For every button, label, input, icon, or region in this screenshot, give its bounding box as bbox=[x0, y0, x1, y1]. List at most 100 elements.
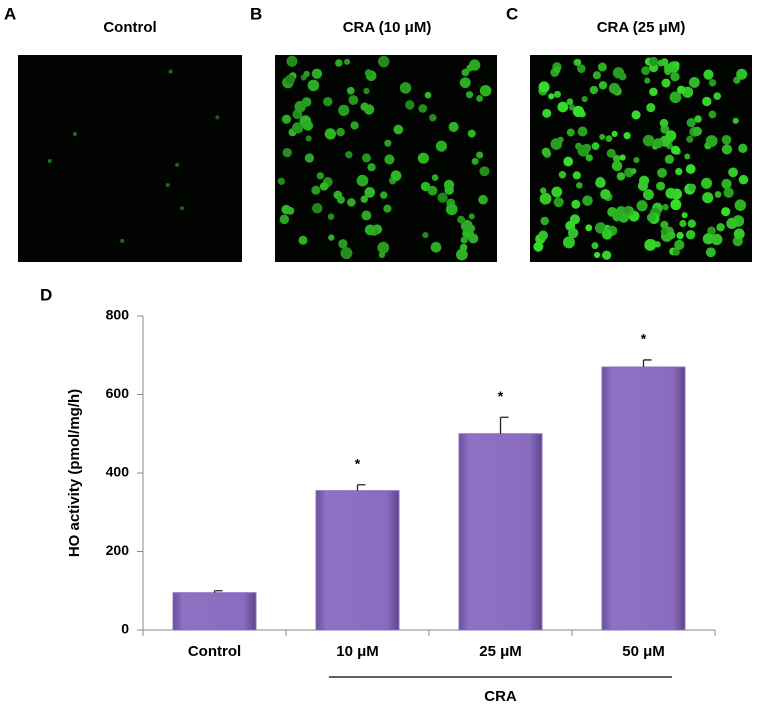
cell bbox=[364, 187, 376, 198]
cell bbox=[435, 140, 447, 152]
cell bbox=[384, 139, 392, 147]
x-tick-label: 10 μM bbox=[336, 643, 379, 660]
cell bbox=[636, 200, 648, 212]
cell bbox=[732, 117, 739, 124]
cell bbox=[558, 171, 567, 179]
panel-title: Control bbox=[103, 19, 156, 36]
cell bbox=[384, 154, 395, 165]
y-tick-label: 0 bbox=[121, 621, 129, 637]
cell bbox=[553, 66, 561, 74]
cell bbox=[721, 207, 731, 217]
cell bbox=[721, 178, 732, 189]
cell bbox=[659, 118, 669, 128]
cell bbox=[676, 231, 684, 240]
cell bbox=[669, 91, 682, 104]
cell bbox=[619, 154, 626, 161]
bar bbox=[601, 366, 686, 631]
cell bbox=[456, 248, 468, 261]
cell bbox=[175, 162, 180, 167]
cell bbox=[367, 163, 376, 172]
cell bbox=[661, 78, 671, 88]
cell bbox=[429, 114, 437, 122]
cell bbox=[672, 61, 680, 69]
cell bbox=[364, 224, 376, 236]
cell bbox=[642, 134, 655, 147]
cell bbox=[360, 195, 369, 203]
cell bbox=[550, 138, 563, 150]
cell bbox=[539, 192, 552, 205]
cell bbox=[437, 192, 448, 203]
cell bbox=[281, 114, 292, 124]
cell bbox=[468, 233, 479, 244]
cell bbox=[606, 148, 616, 158]
cell bbox=[443, 179, 455, 190]
cell bbox=[383, 204, 392, 213]
cell bbox=[714, 191, 722, 198]
cell bbox=[324, 128, 337, 140]
cell bbox=[179, 206, 184, 211]
bar bbox=[458, 433, 543, 631]
cell bbox=[649, 56, 659, 66]
y-tick-label: 200 bbox=[106, 542, 130, 558]
cell bbox=[675, 167, 683, 176]
cell bbox=[345, 151, 353, 159]
cell bbox=[427, 185, 438, 196]
cell bbox=[705, 135, 718, 148]
cell bbox=[656, 181, 666, 191]
cell bbox=[364, 69, 373, 77]
cell bbox=[431, 174, 439, 181]
cell bbox=[601, 229, 613, 240]
cell bbox=[312, 203, 323, 214]
cell bbox=[657, 59, 665, 67]
cell bbox=[585, 224, 593, 232]
x-tick-label: 25 μM bbox=[479, 643, 522, 660]
cell bbox=[702, 233, 714, 245]
cell bbox=[468, 224, 476, 232]
cell bbox=[277, 177, 286, 185]
cell bbox=[538, 81, 550, 93]
cell bbox=[418, 104, 428, 113]
cell bbox=[577, 144, 590, 157]
cell bbox=[360, 102, 369, 111]
cell bbox=[589, 85, 599, 95]
cell bbox=[721, 134, 732, 145]
cell bbox=[361, 153, 371, 163]
panel-letter: C bbox=[506, 4, 518, 23]
panel-title: CRA (10 μM) bbox=[343, 19, 432, 36]
cell bbox=[600, 188, 611, 200]
cell bbox=[685, 164, 696, 174]
cell bbox=[670, 72, 680, 82]
cell bbox=[660, 228, 668, 235]
cell bbox=[445, 203, 458, 216]
error-bar bbox=[213, 590, 223, 593]
cell bbox=[551, 186, 563, 198]
cell bbox=[576, 64, 586, 73]
cell bbox=[307, 79, 320, 92]
cell bbox=[327, 213, 335, 221]
cell bbox=[346, 86, 355, 95]
cell bbox=[540, 216, 549, 226]
bar bbox=[172, 592, 257, 631]
cell bbox=[595, 177, 606, 189]
cell bbox=[591, 242, 599, 250]
cell bbox=[378, 55, 390, 68]
cell bbox=[316, 172, 325, 180]
cell bbox=[323, 97, 333, 107]
cell bbox=[716, 223, 725, 232]
panel-letter: A bbox=[4, 4, 16, 23]
cell bbox=[738, 174, 749, 185]
cell bbox=[541, 147, 551, 157]
cell bbox=[465, 91, 474, 99]
cell bbox=[694, 115, 702, 123]
cell bbox=[548, 93, 555, 100]
error-bar bbox=[642, 359, 652, 368]
cell bbox=[47, 159, 52, 164]
cell bbox=[637, 180, 649, 191]
cell bbox=[459, 243, 468, 252]
cell bbox=[728, 167, 738, 178]
bar bbox=[315, 490, 400, 631]
cell bbox=[572, 105, 585, 118]
y-axis-label: HO activity (pmol/mg/h) bbox=[66, 389, 83, 557]
cell bbox=[582, 195, 593, 206]
cell bbox=[566, 98, 574, 106]
